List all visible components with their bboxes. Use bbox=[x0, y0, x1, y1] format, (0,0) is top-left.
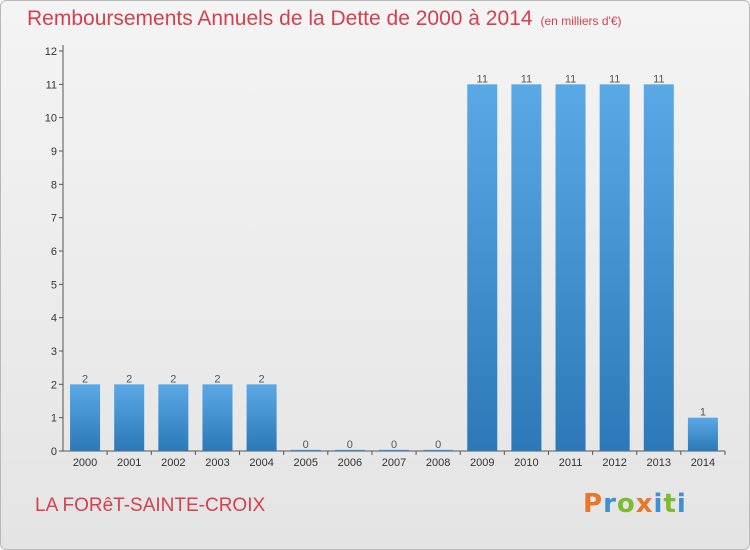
y-tick-label: 7 bbox=[51, 213, 57, 225]
proxiti-logo: Proxiti bbox=[583, 489, 687, 519]
y-tick-label: 10 bbox=[45, 113, 57, 125]
bar-value-label: 0 bbox=[347, 439, 353, 451]
y-tick-label: 5 bbox=[51, 279, 57, 291]
y-tick-label: 12 bbox=[45, 46, 57, 58]
logo-letter: x bbox=[635, 489, 654, 519]
bar bbox=[467, 84, 498, 451]
y-tick-label: 8 bbox=[51, 179, 57, 191]
logo-letter: i bbox=[653, 489, 664, 519]
bar-value-label: 11 bbox=[609, 73, 620, 85]
chart-title-text: Remboursements Annuels de la Dette de 20… bbox=[27, 7, 533, 30]
x-tick-label: 2006 bbox=[338, 457, 362, 469]
bar bbox=[334, 449, 365, 451]
bar-value-label: 11 bbox=[521, 73, 532, 85]
bar-value-label: 0 bbox=[435, 439, 441, 451]
logo-letter: o bbox=[616, 489, 636, 519]
x-tick-label: 2000 bbox=[73, 457, 97, 469]
y-tick-label: 3 bbox=[51, 346, 57, 358]
bar-value-label: 1 bbox=[700, 407, 706, 419]
y-tick-label: 1 bbox=[51, 413, 57, 425]
x-tick-label: 2007 bbox=[382, 457, 406, 469]
logo-letter: r bbox=[603, 489, 617, 519]
x-tick-label: 2004 bbox=[249, 457, 273, 469]
x-tick-label: 2001 bbox=[117, 457, 141, 469]
bar-value-label: 2 bbox=[259, 373, 265, 385]
y-tick-label: 4 bbox=[51, 313, 57, 325]
bar-value-label: 2 bbox=[214, 373, 220, 385]
y-tick-label: 11 bbox=[46, 79, 57, 91]
x-tick-label: 2002 bbox=[161, 457, 185, 469]
x-tick-label: 2011 bbox=[559, 457, 583, 469]
x-tick-label: 2013 bbox=[647, 457, 671, 469]
bar bbox=[643, 84, 674, 451]
x-tick-label: 2012 bbox=[602, 457, 626, 469]
bar bbox=[423, 449, 454, 451]
bar-value-label: 2 bbox=[170, 373, 176, 385]
bar-value-label: 2 bbox=[126, 373, 132, 385]
chart-title: Remboursements Annuels de la Dette de 20… bbox=[27, 7, 622, 31]
x-tick-label: 2014 bbox=[691, 457, 715, 469]
y-tick-label: 9 bbox=[51, 146, 57, 158]
bar bbox=[70, 384, 101, 451]
bar-value-label: 0 bbox=[391, 439, 397, 451]
bar-value-label: 2 bbox=[82, 373, 88, 385]
bar-value-label: 11 bbox=[653, 73, 664, 85]
bar-value-label: 11 bbox=[477, 73, 488, 85]
bar bbox=[114, 384, 145, 451]
logo-letter: i bbox=[676, 489, 687, 519]
bar bbox=[687, 417, 718, 451]
y-tick-label: 2 bbox=[51, 379, 57, 391]
bar-value-label: 11 bbox=[565, 73, 576, 85]
y-tick-label: 6 bbox=[51, 246, 57, 258]
x-tick-label: 2010 bbox=[514, 457, 538, 469]
x-tick-label: 2008 bbox=[426, 457, 450, 469]
bar bbox=[158, 384, 189, 451]
logo-letter: t bbox=[663, 489, 677, 519]
bar-value-label: 0 bbox=[303, 439, 309, 451]
bar bbox=[511, 84, 542, 451]
y-tick-label: 0 bbox=[51, 446, 57, 458]
bar bbox=[290, 449, 321, 451]
x-tick-label: 2009 bbox=[470, 457, 494, 469]
x-tick-label: 2005 bbox=[293, 457, 317, 469]
bar bbox=[378, 449, 410, 451]
bar bbox=[599, 84, 630, 451]
bar bbox=[555, 84, 586, 451]
chart-unit-label: (en milliers d'€) bbox=[540, 14, 622, 28]
commune-name: LA FORêT-SAINTE-CROIX bbox=[35, 495, 266, 516]
logo-letter: P bbox=[583, 489, 604, 519]
bar bbox=[202, 384, 233, 451]
x-tick-label: 2003 bbox=[205, 457, 229, 469]
bar bbox=[246, 384, 277, 451]
